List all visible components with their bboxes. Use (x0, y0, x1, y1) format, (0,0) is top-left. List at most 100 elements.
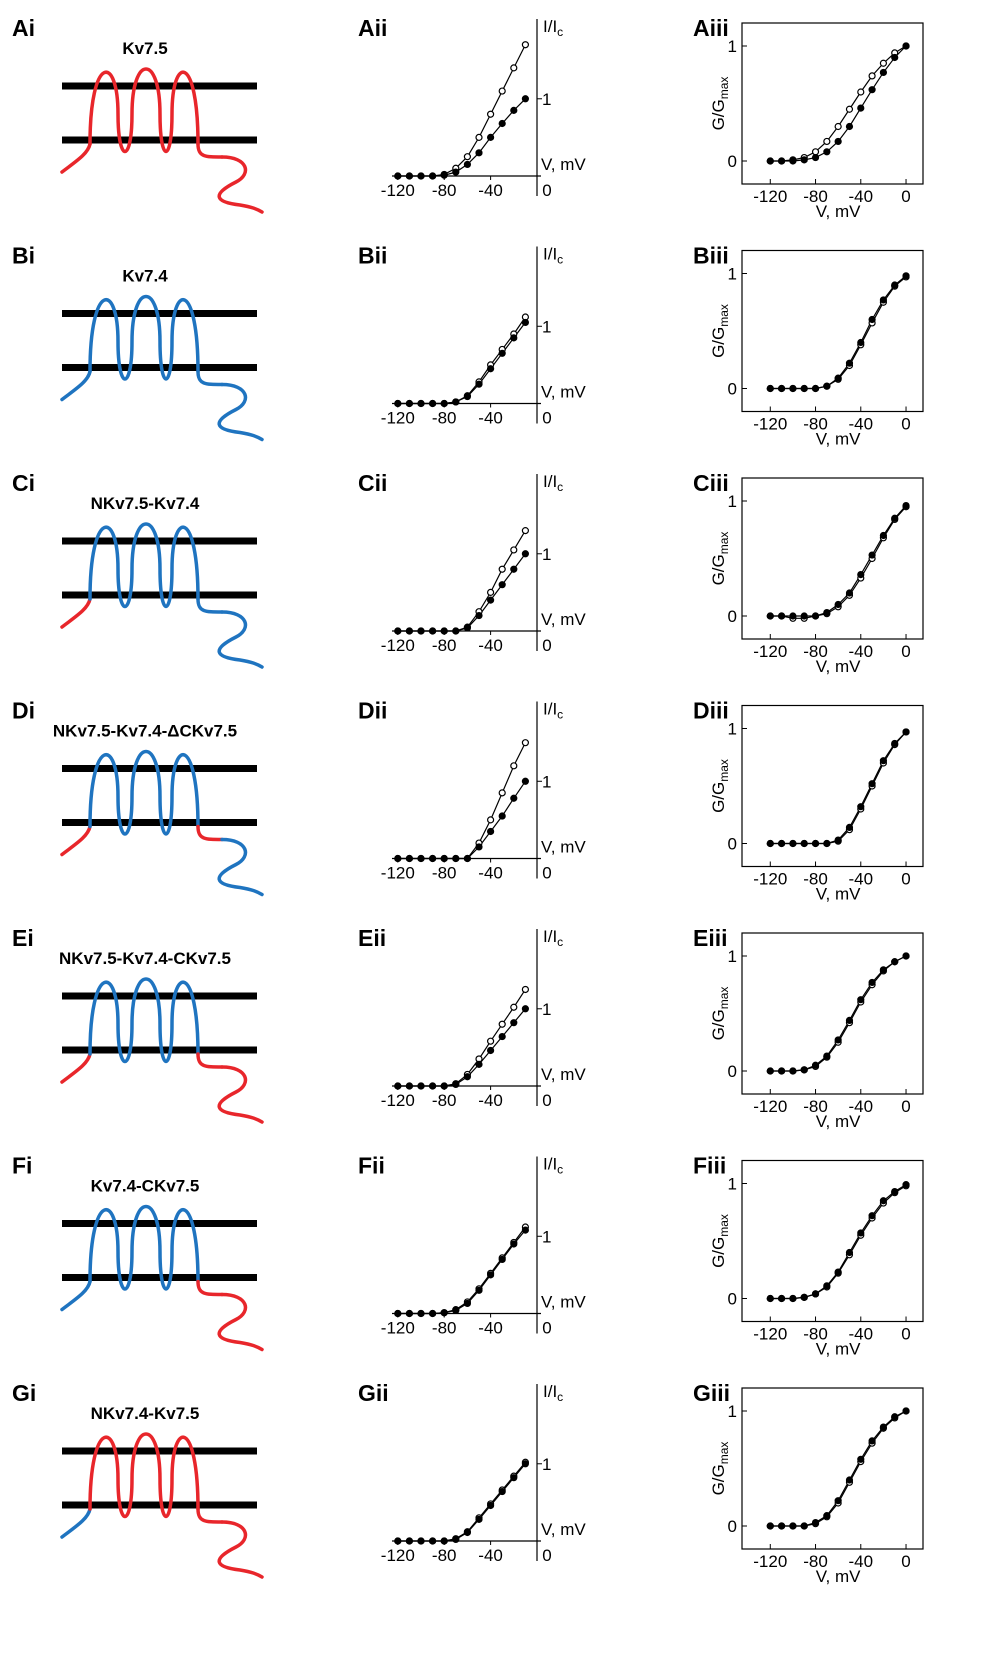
data-point (811, 148, 820, 156)
y-axis-label-main: I/I (543, 700, 557, 719)
series-line (397, 44, 526, 177)
data-point (891, 53, 899, 62)
y-axis-label-sub: c (557, 253, 563, 267)
x-tick-label: 0 (901, 870, 910, 889)
data-point (452, 168, 460, 176)
y-tick-label: 0 (728, 835, 737, 854)
data-point (834, 374, 842, 382)
protein (60, 522, 264, 669)
x-tick-label: -80 (803, 415, 828, 434)
x-tick-label: 0 (542, 1319, 551, 1338)
data-point (811, 1290, 820, 1298)
transmembrane (88, 67, 200, 153)
c-terminus (217, 610, 264, 669)
data-point (789, 157, 797, 165)
panel-label: Aiii (693, 15, 729, 41)
data-point (834, 1268, 842, 1276)
x-axis-label: V, mV (541, 383, 586, 402)
data-point (777, 157, 786, 165)
transmembrane (88, 1432, 200, 1518)
y-axis-label: G/Gmax (709, 1214, 731, 1268)
c-terminus (196, 597, 224, 614)
y-tick-label: 1 (542, 772, 551, 791)
y-tick-label: 1 (542, 545, 551, 564)
data-point (834, 1036, 842, 1044)
y-axis-label: G/Gmax (709, 304, 731, 358)
x-axis-label: V, mV (816, 1340, 861, 1359)
data-point (868, 1437, 876, 1445)
y-axis-label: I/Ic (543, 17, 563, 39)
data-point (521, 777, 530, 785)
transmembrane (88, 750, 200, 836)
data-point (487, 588, 495, 596)
c-terminus (196, 369, 224, 387)
series-line (770, 731, 907, 845)
protein (60, 750, 264, 897)
y-axis-label-sub: max (717, 1442, 731, 1465)
transmembrane (88, 522, 200, 608)
y-tick-label: 1 (728, 1175, 737, 1194)
data-point (800, 839, 808, 848)
y-axis-label-sub: c (557, 25, 563, 39)
x-tick-label: 0 (542, 409, 551, 428)
x-tick-label: 0 (542, 864, 551, 883)
data-point (834, 600, 842, 609)
transmembrane (88, 1205, 200, 1291)
y-axis-label: I/Ic (543, 700, 563, 722)
y-axis-label-sub: c (557, 1163, 563, 1177)
data-point (789, 612, 797, 620)
x-tick-label: 0 (901, 415, 910, 434)
data-point (440, 1309, 448, 1317)
y-tick-label: 1 (728, 1402, 737, 1421)
transmembrane (88, 977, 200, 1063)
y-tick-label: 1 (728, 492, 737, 511)
data-point (879, 1423, 888, 1431)
data-point (510, 1019, 518, 1027)
data-point (834, 1497, 842, 1505)
y-axis-label-main: G/G (709, 99, 728, 130)
data-point (902, 952, 910, 960)
data-point (487, 1037, 495, 1045)
data-point (475, 149, 483, 157)
data-point (429, 627, 437, 635)
y-axis-label-main: I/I (543, 17, 557, 36)
data-point (440, 1537, 448, 1545)
data-point (429, 854, 437, 863)
data-point (823, 1282, 831, 1290)
data-point (487, 1046, 495, 1055)
x-tick-label: 0 (901, 1325, 910, 1344)
panel-label: Ciii (693, 470, 729, 496)
data-point (394, 1082, 402, 1090)
series-line (770, 276, 907, 390)
data-point (498, 1487, 506, 1496)
data-point (498, 812, 506, 820)
y-axis-label-sub: c (557, 935, 563, 949)
data-point (857, 803, 865, 811)
y-tick-label: 0 (728, 1062, 737, 1081)
data-point (823, 608, 831, 617)
y-axis-label: I/Ic (543, 472, 563, 494)
data-point (510, 546, 518, 554)
x-tick-label: -40 (848, 870, 873, 889)
x-tick-label: -40 (478, 409, 503, 428)
x-tick-label: -40 (848, 642, 873, 661)
x-tick-label: 0 (542, 1546, 551, 1565)
data-point (891, 739, 899, 748)
panel-label: Ei (12, 925, 34, 951)
panel-label: Diii (693, 698, 729, 724)
construct-title: Kv7.4 (122, 267, 168, 286)
series-line (397, 780, 526, 860)
data-point (521, 1226, 530, 1234)
panel-label: Cii (358, 470, 387, 496)
data-point (510, 64, 518, 72)
c-terminus (196, 1052, 224, 1069)
data-point (498, 789, 506, 797)
data-point (463, 854, 471, 863)
data-point (766, 612, 774, 620)
data-point (868, 72, 876, 80)
panel-label: Gi (12, 1380, 36, 1406)
data-point (510, 1003, 518, 1011)
data-point (498, 87, 506, 95)
x-tick-label: -120 (381, 1091, 415, 1110)
data-point (405, 1309, 413, 1318)
